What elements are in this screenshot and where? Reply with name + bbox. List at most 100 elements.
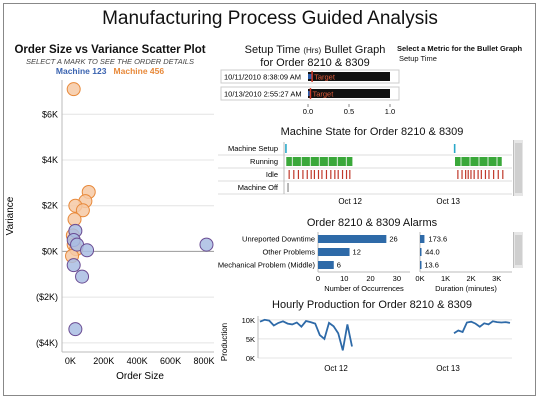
- state-idle-mark: [310, 170, 312, 179]
- scatter-x-tick: 400K: [127, 356, 148, 366]
- state-scrollbar[interactable]: [513, 140, 523, 196]
- scatter-point[interactable]: [68, 322, 83, 337]
- bullet-row: [220, 69, 400, 84]
- bullet-row-label: 10/13/2010 2:55:27 AM: [224, 90, 302, 99]
- bullet-title-prefix: Setup Time: [244, 44, 301, 56]
- hourly-y-tick: 10K: [242, 316, 255, 325]
- scatter-point[interactable]: [66, 258, 81, 273]
- state-row-label: Machine Off: [238, 183, 279, 192]
- metric-selector[interactable]: Setup Time: [399, 54, 437, 63]
- alarm-x2-tick: 2K: [467, 274, 476, 283]
- bullet-row: [220, 86, 400, 101]
- state-idle-mark: [493, 170, 495, 179]
- hourly-series-line[interactable]: [453, 320, 511, 334]
- alarm-x1-tick: 30: [393, 274, 401, 283]
- state-idle-mark: [488, 170, 490, 179]
- alarm-duration-bar[interactable]: [420, 235, 425, 243]
- hourly-title: Hourly Production for Order 8210 & 8309: [272, 299, 472, 311]
- alarm-occurrence-bar[interactable]: [318, 235, 387, 243]
- scatter-point[interactable]: [66, 82, 81, 97]
- bullet-x-tick: 1.0: [385, 107, 395, 116]
- alarm-x2-tick: 3K: [492, 274, 501, 283]
- scatter-x-tick: 600K: [160, 356, 181, 366]
- scatter-y-tick: $0K: [42, 246, 58, 256]
- scatter-chart[interactable]: ($4K) ($2K) $0K $2K $4K $6K 0K 200K 400K 600K 800…: [0, 76, 222, 382]
- hourly-x-tick: Oct 13: [436, 364, 460, 373]
- scatter-y-tick: $4K: [42, 155, 58, 165]
- scatter-y-tick: ($2K): [36, 292, 58, 302]
- state-mark: [455, 157, 502, 166]
- scatter-subtitle: SELECT A MARK TO SEE THE ORDER DETAILS: [26, 57, 194, 66]
- scatter-x-tick: 800K: [193, 356, 214, 366]
- state-idle-mark: [288, 170, 290, 179]
- scatter-title: Order Size vs Variance Scatter Plot: [14, 44, 206, 56]
- page-title: Manufacturing Process Guided Analysis: [102, 8, 438, 29]
- alarm-duration-value: 44.0: [425, 248, 440, 257]
- state-mark: [287, 183, 289, 192]
- scatter-point[interactable]: [199, 237, 214, 252]
- scatter-x-label: Order Size: [116, 371, 164, 382]
- state-idle-mark: [302, 170, 304, 179]
- bullet-x-tick: 0.0: [303, 107, 313, 116]
- alarm-occurrence-bar[interactable]: [318, 261, 334, 269]
- legend-machine-123[interactable]: Machine 123: [55, 66, 107, 76]
- bullet-title: Setup Time (Hrs) Bullet Graph: [220, 44, 410, 56]
- scatter-y-label: Variance: [5, 196, 16, 235]
- alarm-x1-tick: 0: [316, 274, 320, 283]
- alarm-duration-bar[interactable]: [420, 261, 422, 269]
- bullet-band: [308, 72, 390, 81]
- state-idle-mark: [317, 170, 320, 179]
- state-idle-mark: [473, 170, 475, 179]
- state-idle-mark: [349, 170, 351, 179]
- state-idle-mark: [334, 170, 336, 179]
- scatter-point[interactable]: [75, 203, 90, 218]
- state-idle-mark: [321, 170, 323, 179]
- state-idle-mark: [470, 170, 472, 179]
- state-idle-mark: [330, 170, 332, 179]
- alarms-chart: Unreported Downtime Other Problems Mechani…: [218, 232, 512, 293]
- alarms-title: Order 8210 & 8309 Alarms: [306, 217, 438, 229]
- scatter-x-tick: 0K: [65, 356, 76, 366]
- state-idle-mark: [337, 170, 339, 179]
- alarm-category-label: Unreported Downtime: [242, 235, 315, 244]
- bullet-bar: [308, 91, 311, 96]
- state-idle-mark: [306, 170, 308, 179]
- state-idle-mark: [484, 170, 487, 179]
- scatter-x-tick: 200K: [93, 356, 114, 366]
- hourly-y-tick: 0K: [246, 354, 255, 363]
- state-idle-mark: [465, 170, 467, 179]
- scatter-point[interactable]: [75, 269, 90, 284]
- scatter-y-tick: $2K: [42, 201, 58, 211]
- hourly-x-tick: Oct 12: [324, 364, 348, 373]
- alarm-duration-value: 13.6: [424, 261, 439, 270]
- legend-machine-456[interactable]: Machine 456: [113, 66, 165, 76]
- state-x-tick: Oct 12: [338, 197, 362, 206]
- state-idle-mark: [461, 170, 463, 179]
- alarm-category-label: Other Problems: [262, 248, 315, 257]
- scatter-y-tick: ($4K): [36, 338, 58, 348]
- bullet-title-suffix: Bullet Graph: [324, 44, 386, 56]
- state-idle-mark: [480, 170, 482, 179]
- bullet-title-line2: for Order 8210 & 8309: [260, 57, 370, 69]
- alarm-duration-bar[interactable]: [420, 248, 422, 256]
- scatter-legend: Machine 123 Machine 456: [10, 66, 210, 76]
- bullet-target-label: Target: [312, 90, 334, 99]
- alarm-x2-tick: 1K: [441, 274, 450, 283]
- scatter-y-tick: $6K: [42, 109, 58, 119]
- bullet-band: [308, 89, 390, 98]
- hourly-series-line[interactable]: [259, 318, 353, 351]
- state-title: Machine State for Order 8210 & 8309: [280, 126, 464, 138]
- state-idle-mark: [497, 170, 499, 179]
- alarm-x1-tick: 20: [366, 274, 374, 283]
- state-idle-mark: [293, 170, 295, 179]
- alarm-occurrence-value: 26: [389, 235, 397, 244]
- state-idle-mark: [345, 170, 348, 179]
- scatter-point[interactable]: [80, 243, 95, 258]
- state-idle-mark: [313, 170, 316, 179]
- alarm-x2-label: Duration (minutes): [435, 284, 497, 293]
- alarms-scrollbar[interactable]: [513, 232, 523, 268]
- alarm-occurrence-bar[interactable]: [318, 248, 350, 256]
- alarm-x1-label: Number of Occurrences: [324, 284, 404, 293]
- bullet-target-label: Target: [314, 73, 336, 82]
- state-idle-mark: [457, 170, 459, 179]
